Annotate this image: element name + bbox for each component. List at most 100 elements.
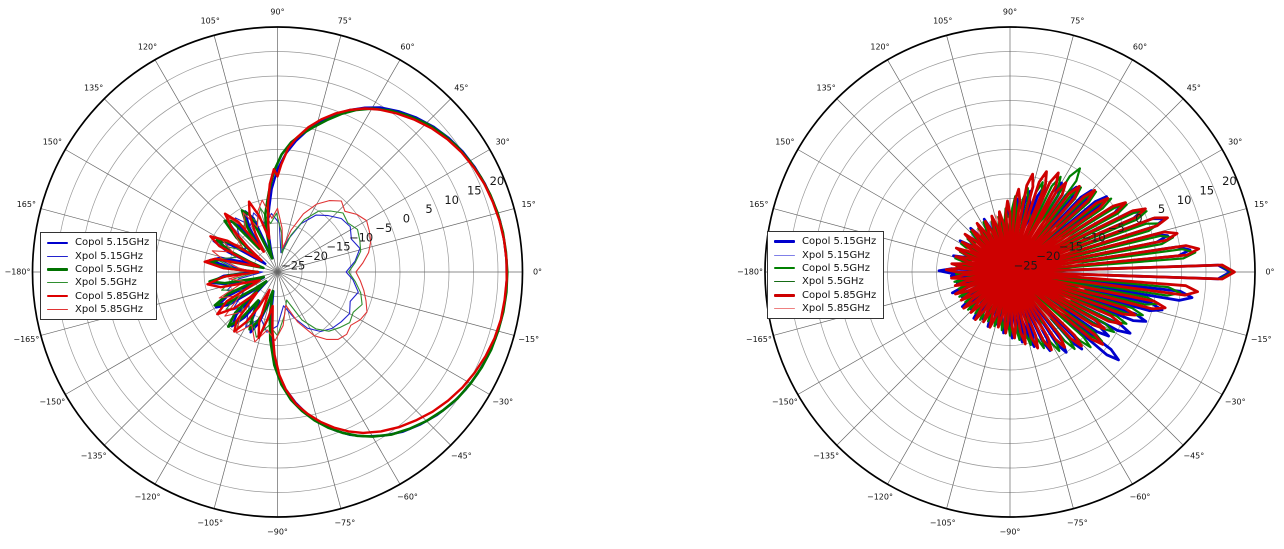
angle-tick-label: −45°	[1183, 451, 1204, 460]
grid-spoke	[277, 271, 401, 485]
radial-tick-label: −25	[281, 258, 305, 272]
legend-line-swatch	[47, 282, 68, 284]
legend-label: Xpol 5.15GHz	[75, 250, 144, 262]
angle-tick-label: 15°	[522, 200, 536, 209]
legend-item: Xpol 5.15GHz	[47, 249, 149, 262]
angle-tick-label: 165°	[17, 200, 36, 209]
angle-tick-label: −180°	[737, 268, 763, 277]
radial-tick-label: −15	[326, 240, 350, 254]
radial-tick-label: 15	[467, 183, 482, 197]
legend-line-swatch	[774, 281, 795, 283]
grid-spoke	[277, 271, 515, 336]
legend-line-swatch	[47, 267, 68, 271]
radial-tick-label: −20	[1036, 249, 1060, 263]
angle-tick-label: −75°	[1067, 519, 1088, 528]
angle-tick-label: −180°	[5, 268, 31, 277]
legend-label: Copol 5.5GHz	[75, 263, 143, 275]
grid-spoke	[277, 208, 515, 273]
legend-label: Copol 5.85GHz	[802, 289, 877, 301]
angle-tick-label: −165°	[746, 335, 772, 344]
angle-tick-label: −30°	[1225, 398, 1246, 407]
legend-label: Xpol 5.15GHz	[802, 249, 871, 261]
angle-tick-label: −105°	[197, 519, 223, 528]
angle-tick-label: −15°	[1251, 335, 1272, 344]
legend-line-swatch	[774, 293, 795, 297]
legend-label: Copol 5.85GHz	[75, 290, 150, 302]
polar-outline	[764, 26, 1256, 518]
angle-tick-label: 75°	[1070, 16, 1084, 25]
angle-tick-label: −90°	[1000, 528, 1021, 537]
angle-tick-label: −30°	[492, 398, 513, 407]
legend-item: Copol 5.5GHz	[47, 263, 149, 276]
angle-tick-label: −120°	[867, 493, 893, 502]
series-copol-5.85	[944, 170, 1236, 352]
angle-tick-label: 135°	[84, 84, 103, 93]
angle-tick-label: 150°	[43, 138, 62, 147]
angle-tick-label: −120°	[135, 493, 161, 502]
radial-tick-label: 0	[403, 212, 410, 226]
angle-tick-label: −105°	[930, 519, 956, 528]
series-xpol-5.5	[214, 207, 363, 338]
radial-tick-label: −10	[349, 230, 373, 244]
grid-spoke	[277, 98, 451, 273]
series-xpol-5.15	[219, 212, 361, 333]
angle-tick-label: −135°	[813, 451, 839, 460]
angle-tick-label: 105°	[933, 16, 952, 25]
legend-line-swatch	[47, 255, 68, 257]
legend-label: Xpol 5.5GHz	[75, 277, 137, 289]
legend-right: Copol 5.15GHz Xpol 5.15GHz Copol 5.5GHz Xpo…	[767, 231, 885, 320]
legend-label: Copol 5.15GHz	[75, 237, 150, 249]
radial-tick-label: 5	[425, 202, 432, 216]
legend-line-swatch	[774, 254, 795, 256]
angle-tick-label: −60°	[1130, 493, 1151, 502]
angle-tick-label: −75°	[334, 519, 355, 528]
legend-line-swatch	[774, 308, 795, 310]
legend-label: Xpol 5.85GHz	[75, 304, 144, 316]
series-xpol-5.85	[211, 199, 372, 343]
grid-spoke	[213, 271, 278, 509]
radial-tick-label: −20	[304, 249, 328, 263]
angle-tick-label: 90°	[1003, 8, 1017, 17]
angle-tick-label: 30°	[1228, 138, 1242, 147]
angle-tick-label: −45°	[451, 451, 472, 460]
grid-spoke	[277, 149, 490, 273]
legend-line-swatch	[774, 267, 795, 270]
radial-tick-label: −25	[1014, 258, 1038, 272]
grid-spoke	[277, 271, 451, 446]
legend-item: Copol 5.5GHz	[774, 262, 876, 275]
angle-tick-label: −60°	[397, 493, 418, 502]
radial-tick-label: 0	[1135, 212, 1142, 226]
legend-item: Copol 5.85GHz	[774, 289, 876, 302]
legend-label: Xpol 5.85GHz	[802, 303, 871, 315]
legend-label: Copol 5.5GHz	[802, 262, 870, 274]
legend-line-swatch	[47, 241, 68, 244]
radial-tick-label: −5	[1108, 221, 1125, 235]
grid-spoke	[104, 98, 278, 273]
angle-tick-label: 105°	[201, 16, 220, 25]
radial-tick-label: 15	[1199, 183, 1214, 197]
legend-label: Xpol 5.5GHz	[802, 276, 864, 288]
grid-spoke	[277, 59, 401, 273]
angle-tick-label: 60°	[1133, 42, 1147, 51]
angle-tick-label: 30°	[496, 138, 510, 147]
legend-item: Xpol 5.15GHz	[774, 248, 876, 261]
legend-item: Copol 5.15GHz	[47, 236, 149, 249]
grid-spoke	[277, 271, 490, 395]
angle-tick-label: 135°	[817, 84, 836, 93]
angle-tick-label: 150°	[775, 138, 794, 147]
angle-tick-label: 120°	[870, 42, 889, 51]
angle-tick-label: 60°	[400, 42, 414, 51]
angle-tick-label: 120°	[138, 42, 157, 51]
angle-tick-label: 90°	[270, 8, 284, 17]
series-copol-5.85	[203, 107, 508, 435]
legend-item: Xpol 5.85GHz	[47, 303, 149, 316]
radial-tick-label: 5	[1158, 202, 1165, 216]
polar-outline	[31, 26, 524, 518]
angle-tick-label: 165°	[749, 200, 768, 209]
legend-item: Xpol 5.85GHz	[774, 302, 876, 315]
radial-tick-label: 20	[1222, 174, 1237, 188]
angle-tick-label: −90°	[267, 528, 288, 537]
radial-tick-label: 10	[444, 193, 459, 207]
